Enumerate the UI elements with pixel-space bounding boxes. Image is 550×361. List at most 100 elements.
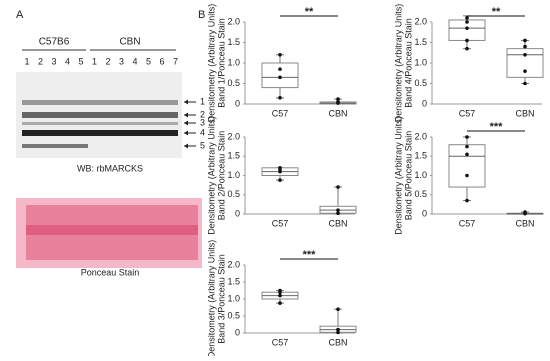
significance: **	[305, 6, 314, 18]
significance: ***	[303, 249, 317, 261]
y-tick-label: 0	[235, 98, 240, 108]
lane-number: 5	[78, 56, 83, 66]
data-point	[336, 307, 340, 312]
ponceau-image	[16, 198, 202, 268]
x-tick-label: CBN	[328, 108, 347, 118]
arrow-head	[184, 143, 188, 149]
significance: **	[492, 6, 501, 18]
data-point	[465, 135, 469, 139]
lane-number: 5	[146, 56, 151, 66]
y-tick-label: 1.0	[414, 170, 427, 180]
y-axis-label: Band 1/Ponceau Stain	[216, 18, 226, 108]
y-tick-label: 1.0	[227, 57, 240, 67]
band-number: 2	[200, 109, 205, 119]
x-tick-label: C57	[459, 218, 476, 228]
lane-number: 4	[65, 56, 70, 66]
y-tick-label: 0.5	[227, 189, 240, 199]
data-point	[278, 169, 282, 174]
lane-number: 1	[92, 56, 97, 66]
y-tick-label: 1.5	[227, 276, 240, 286]
y-tick-label: 0.5	[227, 310, 240, 320]
band-number: 5	[200, 140, 205, 150]
y-axis-label: Densitometry (Arbitrary Units)	[206, 4, 216, 123]
y-tick-label: 1.0	[227, 170, 240, 180]
y-tick-label: 2.0	[414, 16, 427, 26]
band-number: 4	[200, 127, 205, 137]
group-label: C57B6	[39, 37, 70, 48]
data-point	[523, 81, 527, 86]
y-axis-label: Densitometry (Arbitrary Units)	[206, 240, 216, 356]
y-axis-label: Densitometry (Arbitrary Units)	[206, 116, 216, 235]
data-point	[465, 144, 469, 149]
data-point	[278, 301, 282, 305]
data-point	[336, 101, 340, 105]
arrow-head	[184, 120, 188, 126]
data-point	[465, 152, 469, 157]
group-label: CBN	[119, 37, 140, 48]
blot-image	[16, 72, 182, 158]
y-tick-label: 2.0	[414, 131, 427, 141]
arrow-head	[184, 112, 188, 118]
lane-number: 6	[159, 56, 164, 66]
y-tick-label: 0	[235, 208, 240, 218]
data-point	[523, 53, 527, 57]
y-tick-label: 0	[235, 327, 240, 337]
arrow-head	[184, 99, 188, 105]
y-tick-label: 1.0	[227, 293, 240, 303]
lane-number: 2	[38, 56, 43, 66]
x-tick-label: C57	[459, 108, 476, 118]
data-point	[465, 26, 469, 30]
data-point	[278, 293, 282, 298]
x-tick-label: CBN	[328, 218, 347, 228]
data-point	[278, 96, 282, 100]
data-point	[278, 75, 282, 80]
box	[261, 62, 299, 89]
y-tick-label: 0.5	[227, 78, 240, 88]
y-axis-label: Band 3/Ponceau Stain	[216, 254, 226, 344]
panel-label: B	[198, 9, 205, 21]
data-point	[278, 178, 282, 182]
data-point	[336, 211, 340, 216]
data-point	[523, 69, 527, 73]
y-tick-label: 0	[422, 208, 427, 218]
box	[506, 48, 544, 78]
data-point	[465, 20, 469, 24]
data-point	[336, 185, 340, 189]
data-point	[465, 46, 469, 51]
y-axis-label: Band 5/Ponceau Stain	[403, 131, 413, 221]
band-number: 3	[200, 117, 205, 127]
data-point	[336, 330, 340, 335]
y-tick-label: 1.5	[227, 151, 240, 161]
data-point	[523, 211, 527, 216]
blot-caption: WB: rbMARCKS	[77, 163, 143, 173]
x-tick-label: CBN	[328, 337, 347, 347]
significance: ***	[490, 121, 504, 133]
data-point	[278, 290, 282, 295]
data-point	[336, 97, 340, 101]
lane-number: 3	[119, 56, 124, 66]
x-tick-label: CBN	[515, 218, 534, 228]
lane-number: 1	[24, 56, 29, 66]
data-point	[523, 38, 527, 43]
stain-caption: Ponceau Stain	[81, 267, 140, 277]
x-tick-label: C57	[272, 218, 289, 228]
x-tick-label: CBN	[515, 108, 534, 118]
box	[448, 144, 486, 188]
data-point	[278, 67, 282, 71]
y-tick-label: 0.5	[414, 189, 427, 199]
y-tick-label: 1.5	[227, 37, 240, 47]
y-tick-label: 2.0	[227, 131, 240, 141]
y-tick-label: 0	[422, 98, 427, 108]
data-point	[523, 44, 527, 49]
y-tick-label: 2.0	[227, 16, 240, 26]
y-axis-label: Band 2/Ponceau Stain	[216, 131, 226, 221]
y-tick-label: 1.0	[414, 57, 427, 67]
lane-number: 7	[173, 56, 178, 66]
lane-number: 4	[132, 56, 137, 66]
lane-number: 3	[51, 56, 56, 66]
panel-label: A	[16, 9, 24, 21]
data-point	[465, 16, 469, 20]
data-point	[336, 327, 340, 332]
x-tick-label: C57	[272, 108, 289, 118]
